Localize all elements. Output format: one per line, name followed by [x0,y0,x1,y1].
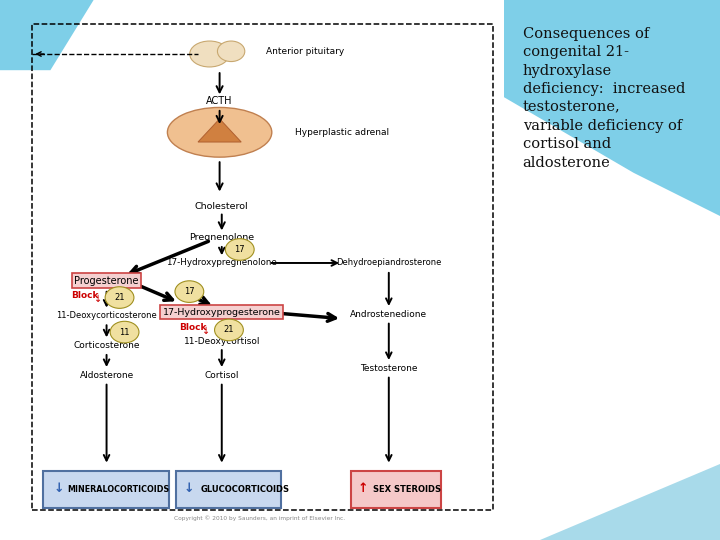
Text: ↓: ↓ [202,326,210,336]
Text: ↑: ↑ [358,482,368,495]
Polygon shape [504,0,720,216]
Text: ↓: ↓ [184,482,194,495]
Text: Block: Block [179,323,207,332]
Text: Dehydroepiandrosterone: Dehydroepiandrosterone [336,259,441,267]
Text: Cholesterol: Cholesterol [195,202,248,211]
Text: Copyright © 2010 by Saunders, an imprint of Elsevier Inc.: Copyright © 2010 by Saunders, an imprint… [174,516,345,521]
Circle shape [175,281,204,302]
Text: 21: 21 [114,293,125,302]
Text: SEX STEROIDS: SEX STEROIDS [373,485,441,494]
Text: 11-Deoxycortisol: 11-Deoxycortisol [184,337,260,346]
Polygon shape [540,464,720,540]
Ellipse shape [167,107,272,157]
FancyBboxPatch shape [176,471,281,508]
Bar [32,24,493,510]
Circle shape [225,239,254,260]
Circle shape [215,319,243,341]
Circle shape [105,287,134,308]
Text: MINERALOCORTICOIDS: MINERALOCORTICOIDS [68,485,170,494]
Text: Progesterone: Progesterone [74,276,139,286]
Text: Pregnenolone: Pregnenolone [189,233,254,242]
Circle shape [110,321,139,343]
Text: ACTH: ACTH [207,96,233,106]
Text: 11-Deoxycorticosterone: 11-Deoxycorticosterone [56,312,157,320]
Text: 17: 17 [235,245,245,254]
Text: 21: 21 [224,326,234,334]
Text: Aldosterone: Aldosterone [79,371,134,380]
Text: Corticosterone: Corticosterone [73,341,140,350]
Ellipse shape [217,41,245,62]
Text: Testosterone: Testosterone [360,364,418,373]
Text: Cortisol: Cortisol [204,371,239,380]
Text: Consequences of
congenital 21-
hydroxylase
deficiency:  increased
testosterone,
: Consequences of congenital 21- hydroxyla… [523,27,685,170]
Text: 17-Hydroxyprogesterone: 17-Hydroxyprogesterone [163,308,281,316]
Polygon shape [198,119,241,142]
Text: 17: 17 [184,287,194,296]
Text: Block: Block [71,291,99,300]
FancyBboxPatch shape [43,471,169,508]
FancyBboxPatch shape [351,471,441,508]
Ellipse shape [189,41,229,67]
Text: GLUCOCORTICOIDS: GLUCOCORTICOIDS [200,485,289,494]
Text: Androstenedione: Androstenedione [350,310,428,319]
Text: ↓: ↓ [94,294,102,303]
Text: Anterior pituitary: Anterior pituitary [266,47,345,56]
Text: 17-Hydroxypregnenolone: 17-Hydroxypregnenolone [166,259,277,267]
Text: ↓: ↓ [54,482,64,495]
Polygon shape [0,0,94,70]
Text: Hyperplastic adrenal: Hyperplastic adrenal [295,128,390,137]
Text: 11: 11 [120,328,130,336]
